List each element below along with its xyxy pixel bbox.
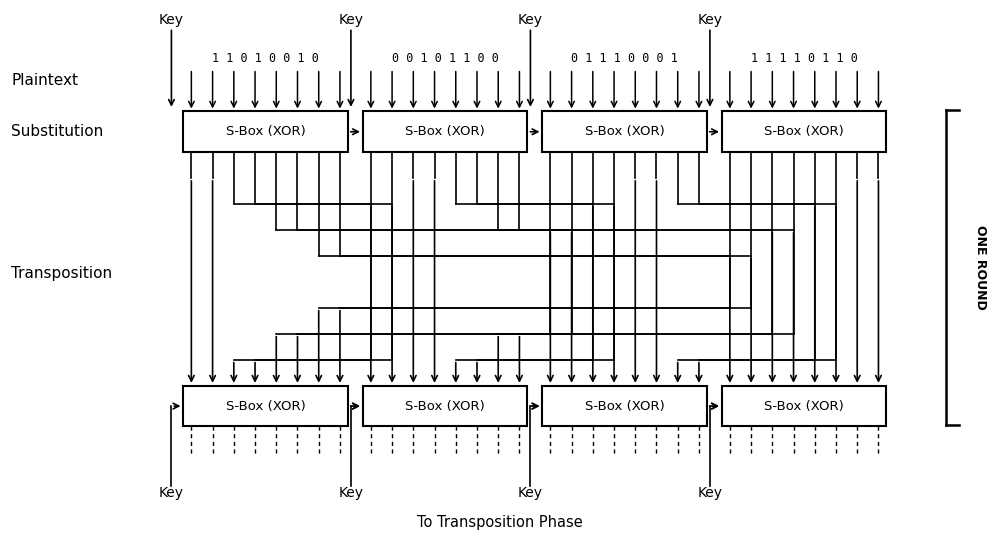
Text: 0 1 1 1 0 0 0 1: 0 1 1 1 0 0 0 1: [571, 52, 678, 65]
Bar: [183, 111, 348, 152]
Text: ONE ROUND: ONE ROUND: [974, 225, 987, 310]
Bar: [722, 385, 886, 426]
Bar: [542, 385, 707, 426]
Bar: [722, 111, 886, 152]
Text: S-Box (XOR): S-Box (XOR): [585, 400, 665, 413]
Text: Key: Key: [518, 14, 543, 27]
Bar: [363, 385, 527, 426]
Bar: [363, 111, 527, 152]
Text: Key: Key: [159, 14, 184, 27]
Text: Key: Key: [338, 486, 363, 500]
Text: 1 1 0 1 0 0 1 0: 1 1 0 1 0 0 1 0: [212, 52, 319, 65]
Text: S-Box (XOR): S-Box (XOR): [405, 125, 485, 138]
Text: S-Box (XOR): S-Box (XOR): [226, 400, 306, 413]
Text: Plaintext: Plaintext: [11, 73, 78, 88]
Text: S-Box (XOR): S-Box (XOR): [405, 400, 485, 413]
Text: S-Box (XOR): S-Box (XOR): [764, 400, 844, 413]
Text: Substitution: Substitution: [11, 124, 104, 139]
Text: S-Box (XOR): S-Box (XOR): [764, 125, 844, 138]
Text: 1 1 1 1 0 1 1 0: 1 1 1 1 0 1 1 0: [751, 52, 858, 65]
Text: Key: Key: [338, 14, 363, 27]
Text: S-Box (XOR): S-Box (XOR): [585, 125, 665, 138]
Text: Key: Key: [518, 486, 543, 500]
Text: S-Box (XOR): S-Box (XOR): [226, 125, 306, 138]
Bar: [183, 385, 348, 426]
Bar: [542, 111, 707, 152]
Text: Transposition: Transposition: [11, 265, 112, 281]
Text: Key: Key: [159, 486, 184, 500]
Text: To Transposition Phase: To Transposition Phase: [417, 515, 583, 530]
Text: 0 0 1 0 1 1 0 0: 0 0 1 0 1 1 0 0: [392, 52, 499, 65]
Text: Key: Key: [697, 14, 722, 27]
Text: Key: Key: [697, 486, 722, 500]
